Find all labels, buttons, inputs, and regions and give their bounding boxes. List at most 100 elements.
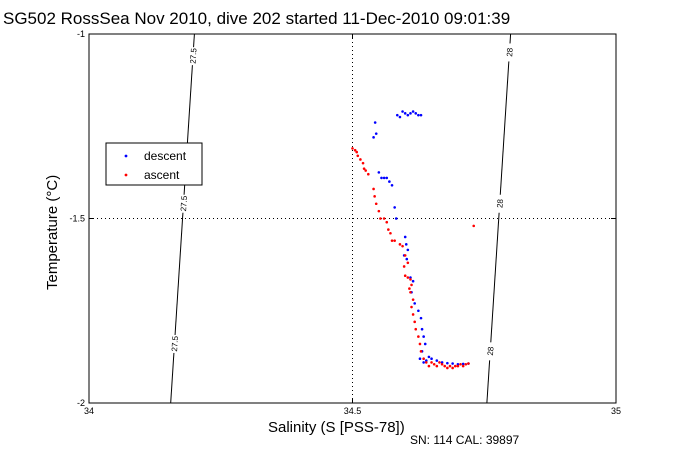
data-point-ascent	[356, 154, 360, 158]
data-point-descent	[419, 316, 423, 320]
data-point-ascent	[355, 150, 359, 154]
legend-box	[105, 142, 203, 186]
data-point-descent	[440, 361, 444, 364]
data-point-descent	[405, 257, 409, 261]
contour-label-bg	[188, 47, 197, 66]
contour-label: 27.5	[188, 47, 198, 64]
data-point-descent	[393, 206, 396, 209]
contour-label: 28	[495, 198, 505, 208]
data-point-descent	[409, 112, 412, 115]
data-point-ascent	[406, 276, 410, 279]
data-point-ascent	[443, 364, 447, 368]
data-point-descent	[374, 132, 378, 135]
data-point-ascent	[373, 195, 376, 198]
data-point-ascent	[435, 364, 439, 368]
chart-title: SG502 RossSea Nov 2010, dive 202 started…	[3, 9, 510, 28]
contour-label-bg	[505, 43, 514, 62]
data-point-ascent	[467, 362, 470, 365]
y-tick-label: -1.5	[69, 214, 85, 224]
data-point-ascent	[459, 362, 462, 366]
data-point-descent	[388, 180, 391, 183]
density-contours: 27.5 27.5 27.5 28 28 28	[170, 33, 515, 404]
data-point-descent	[377, 171, 381, 174]
data-point-ascent	[424, 361, 428, 364]
data-point-descent	[411, 110, 415, 113]
data-point-descent	[413, 302, 416, 305]
data-point-ascent	[410, 305, 413, 309]
data-point-descent	[446, 361, 449, 365]
axis-ticks: 34 34.5 35 -2 -1.5 -1	[69, 29, 621, 416]
data-point-descent	[427, 355, 431, 359]
data-point-ascent	[432, 362, 436, 366]
legend-marker-ascent	[124, 173, 128, 177]
data-point-ascent	[453, 364, 457, 368]
legend-label-descent: descent	[144, 149, 187, 163]
data-point-ascent	[411, 298, 415, 301]
x-tick-label: 35	[611, 406, 621, 416]
data-point-ascent	[448, 364, 452, 368]
data-point-ascent	[414, 327, 418, 331]
data-point-ascent	[390, 239, 394, 242]
data-point-ascent	[359, 158, 362, 161]
data-point-descent	[406, 248, 410, 252]
contour-label: 27.5	[170, 335, 180, 352]
contour-label-bg	[486, 342, 495, 361]
data-point-descent	[401, 110, 404, 113]
data-point-ascent	[464, 362, 468, 366]
contour-label: 28	[486, 346, 496, 356]
grid	[89, 34, 616, 403]
contour-label: 28	[505, 47, 515, 57]
data-point-descent	[403, 235, 407, 239]
data-point-descent	[411, 279, 415, 283]
contour-label-bg	[179, 194, 188, 213]
data-point-descent	[395, 113, 399, 117]
data-point-descent	[418, 357, 422, 361]
data-point-ascent	[440, 362, 444, 366]
data-point-descent	[372, 136, 375, 139]
data-point-ascent	[438, 361, 441, 364]
x-tick-label: 34.5	[344, 406, 362, 416]
data-point-descent	[390, 183, 394, 187]
contour-label: 27.5	[179, 195, 189, 212]
data-point-ascent	[403, 274, 407, 277]
data-point-ascent	[451, 366, 454, 370]
data-point-ascent	[353, 148, 357, 152]
data-point-ascent	[362, 167, 366, 170]
data-point-descent	[461, 362, 465, 366]
data-point-ascent	[367, 172, 370, 176]
data-point-descent	[423, 342, 427, 346]
data-point-descent	[414, 112, 418, 115]
data-point-ascent	[410, 283, 413, 287]
data-point-ascent	[372, 187, 375, 191]
data-point-ascent	[361, 161, 365, 165]
data-point-ascent	[351, 147, 354, 150]
data-point-ascent	[364, 169, 367, 172]
data-point-descent	[406, 113, 410, 117]
data-point-ascent	[393, 239, 396, 242]
data-point-ascent	[401, 244, 404, 248]
data-point-descent	[417, 113, 420, 117]
data-point-ascent	[409, 291, 412, 294]
data-point-ascent	[379, 217, 382, 220]
legend-label-ascent: ascent	[144, 168, 180, 182]
data-point-descent	[394, 217, 398, 220]
data-point-ascent	[374, 202, 378, 206]
contour-label-bg	[495, 194, 504, 213]
data-point-descent	[435, 359, 439, 362]
data-point-ascent	[461, 364, 465, 368]
data-point-ascent	[398, 243, 402, 246]
data-point-ascent	[419, 350, 423, 353]
data-point-ascent	[402, 265, 406, 268]
contour-label-bg	[170, 334, 179, 353]
data-point-ascent	[377, 209, 381, 213]
data-point-ascent	[406, 261, 410, 265]
data-point-descent	[409, 276, 412, 279]
legend-marker-descent	[124, 154, 128, 158]
data-point-descent	[385, 176, 389, 180]
footer-note: SN: 114 CAL: 39897	[410, 433, 520, 447]
data-point-descent	[403, 112, 407, 115]
data-point-ascent	[472, 224, 476, 228]
y-tick-label: -1	[77, 29, 85, 39]
data-point-ascent	[430, 361, 433, 364]
